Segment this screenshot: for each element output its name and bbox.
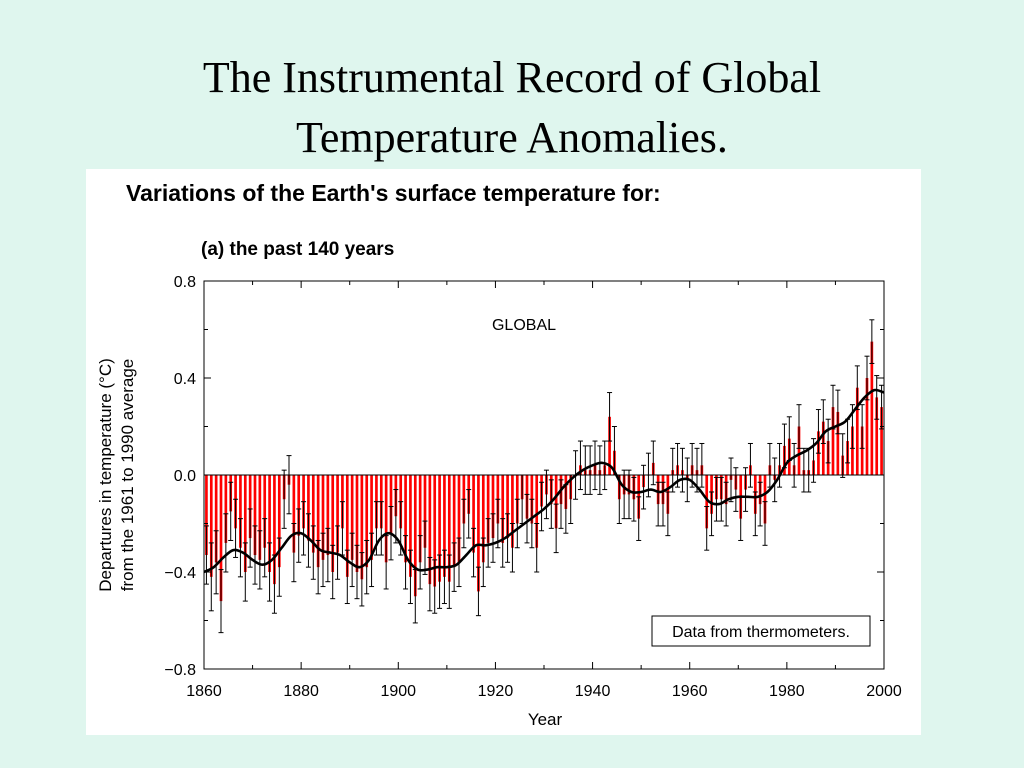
x-tick-label: 1900: [380, 683, 416, 700]
temperature-bar: [860, 426, 864, 475]
temperature-bar: [345, 475, 349, 577]
temperature-bar: [428, 475, 432, 585]
y-axis-label-line-2: from the 1961 to 1990 average: [118, 359, 137, 592]
temperature-bar: [326, 475, 330, 556]
x-tick-label: 1940: [575, 683, 611, 700]
temperature-bar: [855, 387, 859, 475]
temperature-bar: [307, 475, 310, 541]
temperature-bar: [219, 475, 223, 602]
temperature-bar: [535, 475, 539, 548]
temperature-bar: [797, 426, 801, 475]
temperature-bar: [316, 475, 320, 568]
temperature-bar: [350, 475, 354, 560]
slide-title: The Instrumental Record of Global Temper…: [0, 48, 1024, 168]
temperature-bar: [447, 475, 451, 582]
temperature-bar: [331, 475, 335, 572]
temperature-bar: [360, 475, 364, 580]
temperature-bar: [321, 475, 325, 560]
y-tick-label: 0.4: [174, 371, 196, 388]
temperature-bar: [472, 475, 475, 553]
temperature-bar: [506, 475, 509, 539]
temperature-bar: [491, 475, 495, 539]
temperature-bar: [501, 475, 505, 543]
error-bars-layer: [203, 319, 885, 634]
temperature-bar: [336, 475, 339, 553]
x-tick-label: 2000: [866, 683, 902, 700]
x-axis-ticks: 1860 1880 1900 1920 1940 1960 1980 2000: [186, 281, 902, 700]
temperature-bar: [433, 475, 437, 587]
x-tick-label: 1980: [769, 683, 805, 700]
temperature-bar: [443, 475, 446, 577]
temperature-bar: [268, 475, 271, 572]
temperature-bar: [311, 475, 315, 553]
temperature-bar: [880, 407, 883, 475]
temperature-bar: [205, 475, 208, 556]
temperature-bar: [389, 475, 393, 534]
temperature-bar: [608, 416, 611, 475]
slide-title-line-2: Temperature Anomalies.: [296, 113, 728, 162]
temperature-bar: [384, 475, 388, 563]
figure-subheading: (a) the past 140 years: [201, 239, 394, 260]
temperature-bar: [404, 475, 407, 563]
x-tick-label: 1920: [478, 683, 514, 700]
temperature-bar: [253, 475, 257, 556]
figure-heading: Variations of the Earth's surface temper…: [126, 180, 661, 206]
temperature-bar: [831, 407, 835, 475]
x-tick-label: 1960: [672, 683, 708, 700]
temperature-bar: [263, 475, 267, 548]
temperature-anomaly-chart: Variations of the Earth's surface temper…: [96, 180, 902, 729]
temperature-bar: [418, 475, 422, 563]
temperature-bar: [413, 475, 417, 597]
y-tick-label: −0.4: [164, 565, 196, 582]
temperature-bar: [297, 475, 301, 536]
temperature-bar: [423, 475, 427, 548]
temperature-bar: [875, 397, 879, 475]
temperature-bar: [705, 475, 709, 529]
temperature-bar: [477, 475, 480, 592]
temperature-bar: [365, 475, 369, 568]
y-axis-ticks: 0.8 0.4 0.0 −0.4 −0.8: [164, 274, 884, 679]
temperature-bar: [355, 475, 359, 572]
smoothed-curve: [203, 388, 885, 574]
temperature-bar: [511, 475, 514, 548]
temperature-bar: [438, 475, 441, 582]
figure-panel: Variations of the Earth's surface temper…: [86, 169, 921, 735]
temperature-bar: [870, 341, 874, 476]
temperature-bar: [277, 475, 281, 568]
temperature-bar: [224, 475, 228, 543]
x-axis-label: Year: [528, 710, 563, 729]
temperature-bar: [481, 475, 485, 563]
temperature-bar: [486, 475, 490, 543]
temperature-bar: [239, 475, 242, 548]
temperature-bar: [763, 475, 767, 524]
source-note-box: [651, 615, 871, 647]
x-tick-label: 1860: [186, 683, 222, 700]
temperature-bar: [248, 475, 252, 539]
y-tick-label: 0.0: [174, 468, 196, 485]
temperature-bar: [851, 426, 854, 475]
temperature-bar: [554, 475, 558, 529]
temperature-bar: [836, 411, 840, 475]
temperature-bar: [273, 475, 276, 585]
source-note: Data from thermometers.: [672, 624, 850, 641]
y-axis-label-line-1: Departures in temperature (°C): [96, 358, 115, 592]
x-tick-label: 1880: [283, 683, 319, 700]
temperature-bar: [209, 475, 213, 577]
temperature-bar: [258, 475, 262, 560]
temperature-bar: [821, 421, 825, 475]
temperature-bar: [292, 475, 296, 553]
region-label: GLOBAL: [492, 317, 556, 334]
y-tick-label: −0.8: [164, 662, 196, 679]
temperature-bar: [243, 475, 247, 572]
slide-title-line-1: The Instrumental Record of Global: [202, 53, 822, 102]
temperature-bar: [214, 475, 218, 563]
temperature-bar: [409, 475, 412, 577]
y-tick-label: 0.8: [174, 274, 196, 291]
temperature-bar: [370, 475, 373, 560]
temperature-bar: [452, 475, 456, 568]
temperature-bar: [457, 475, 461, 563]
temperature-bar: [865, 378, 869, 475]
